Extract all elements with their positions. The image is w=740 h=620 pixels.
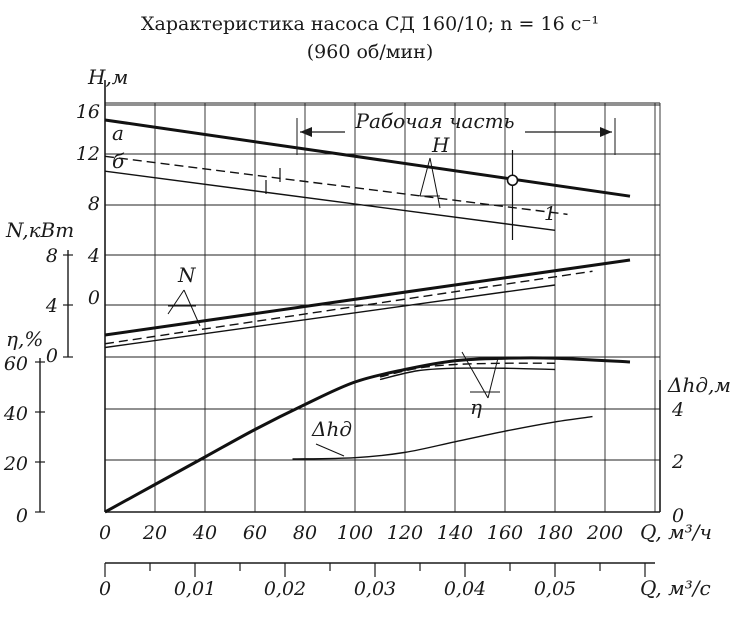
label-N-curve: N bbox=[177, 263, 197, 287]
N-tick-label: 8 bbox=[46, 245, 58, 267]
eta-tick-label: 60 bbox=[4, 353, 28, 375]
label-eta-leader bbox=[461, 351, 500, 399]
curve-dh-solid-thin bbox=[292, 415, 593, 460]
label-eta-curve: η bbox=[470, 395, 482, 419]
curve-labels: Hаб 1 Nη Δhд bbox=[112, 121, 556, 457]
plot-grid bbox=[104, 102, 661, 513]
x-axis-label: Q, м³/ч bbox=[640, 520, 712, 544]
dh-axis-label: Δhд,м bbox=[667, 373, 731, 397]
H-axis-label: H,м bbox=[87, 65, 128, 89]
label-dh-curve: Δhд bbox=[311, 417, 352, 441]
curve-eta-dashed bbox=[379, 362, 556, 378]
x-tick-label: 0 bbox=[99, 522, 111, 544]
curve-N-solid-thin bbox=[104, 284, 556, 349]
x2-axis-label: Q, м³/с bbox=[640, 576, 711, 600]
x2-tick-label: 0,03 bbox=[354, 578, 396, 600]
H-tick-label: 12 bbox=[76, 143, 100, 165]
label-N-leader bbox=[167, 289, 201, 327]
x-tick-label: 120 bbox=[387, 522, 423, 544]
N-tick-label: 4 bbox=[45, 295, 58, 317]
x2-tick-label: 0,02 bbox=[264, 578, 306, 600]
label-H-leader bbox=[419, 157, 441, 209]
curve-N-solid-thick bbox=[104, 258, 631, 337]
eta-tick-label: 40 bbox=[3, 403, 28, 425]
H-tick-label: 8 bbox=[88, 193, 100, 215]
x2-tick-label: 0,01 bbox=[174, 578, 216, 600]
label-H-curve: H bbox=[431, 133, 450, 157]
x-tick-label: 20 bbox=[142, 522, 167, 544]
label-dh-leader bbox=[315, 443, 345, 457]
curve-H-solid-thin bbox=[104, 170, 556, 231]
eta-tick-label: 0 bbox=[16, 505, 28, 527]
dh-tick-label: 0 bbox=[672, 505, 684, 527]
curve-H-dashed bbox=[104, 155, 568, 216]
x-tick-label: 200 bbox=[586, 522, 623, 544]
working-range-label: Рабочая часть bbox=[354, 109, 514, 133]
dh-tick-label: 2 bbox=[671, 451, 684, 473]
x2-tick-label: 0 bbox=[99, 578, 111, 600]
curve-eta-solid-thick bbox=[104, 356, 631, 514]
x-tick-label: 160 bbox=[487, 522, 523, 544]
x-tick-label: 100 bbox=[337, 522, 373, 544]
label-a: а bbox=[112, 121, 124, 145]
N-tick-label: 0 bbox=[46, 345, 58, 367]
chart-title: Характеристика насоса СД 160/10; n = 16 … bbox=[141, 13, 599, 35]
label-b: б bbox=[112, 149, 125, 173]
x-tick-label: 60 bbox=[243, 522, 267, 544]
x-tick-label: 40 bbox=[192, 522, 217, 544]
N-inner-tick-label: 0 bbox=[88, 287, 100, 309]
operating-point-marker bbox=[506, 174, 519, 187]
x-tick-label: 80 bbox=[293, 522, 317, 544]
eta-axis-label: η,% bbox=[6, 327, 43, 351]
H-tick-label: 16 bbox=[76, 101, 100, 123]
N-axis-label: N,кВт bbox=[5, 218, 74, 242]
x2-tick-label: 0,04 bbox=[444, 578, 486, 600]
working-range-arrowhead-left bbox=[300, 127, 312, 137]
x-tick-label: 180 bbox=[537, 522, 573, 544]
label-one: 1 bbox=[544, 203, 556, 225]
x2-tick-label: 0,05 bbox=[534, 578, 576, 600]
working-range-marker: Рабочая часть bbox=[296, 109, 616, 155]
x-tick-label: 140 bbox=[437, 522, 473, 544]
chart-subtitle: (960 об/мин) bbox=[307, 41, 434, 63]
N-inner-tick-label: 4 bbox=[87, 245, 100, 267]
curve-N-dashed bbox=[104, 270, 593, 345]
dh-tick-label: 4 bbox=[671, 399, 684, 421]
curve-eta-solid-thin bbox=[379, 367, 556, 381]
curve-H-solid-thick bbox=[104, 118, 631, 198]
working-range-arrowhead-right bbox=[600, 127, 612, 137]
chart-axes bbox=[35, 80, 661, 577]
eta-tick-label: 20 bbox=[3, 453, 28, 475]
chart-curves bbox=[104, 118, 631, 514]
